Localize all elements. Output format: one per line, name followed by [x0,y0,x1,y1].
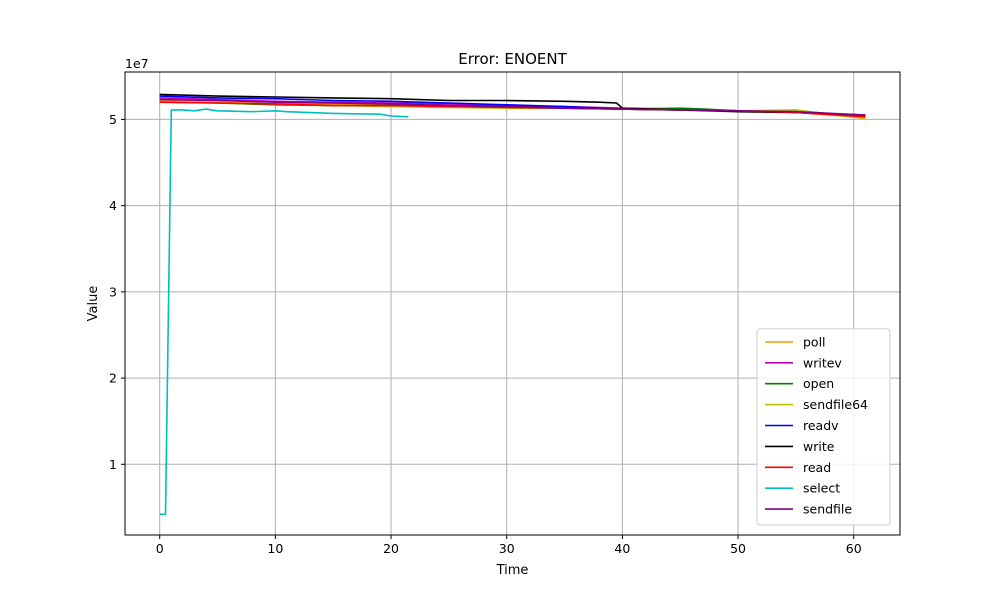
x-axis-label: Time [496,563,529,578]
y-axis-scale-label: 1e7 [125,56,149,71]
legend-box [756,328,891,526]
x-tick-label: 0 [156,541,164,556]
x-tick-label: 20 [383,541,399,556]
series-layer [159,93,866,516]
x-tick-label: 10 [267,541,283,556]
y-axis-ticks: 1 2 3 4 5 [109,112,125,472]
legend-label-write: write [803,439,835,454]
x-axis-ticks: 0 10 20 30 40 50 60 [156,535,862,556]
x-tick-label: 30 [499,541,515,556]
chart-title: Error: ENOENT [458,50,567,68]
legend-label-open: open [803,376,834,391]
y-tick-label: 3 [109,284,117,299]
y-axis-label: Value [86,286,101,322]
legend-label-select: select [803,481,840,496]
legend-label-writev: writev [803,355,842,370]
x-tick-label: 40 [614,541,630,556]
x-tick-label: 60 [846,541,862,556]
legend: poll writev open sendfile64 readv write read se… [756,328,891,526]
y-tick-label: 1 [109,457,117,472]
x-tick-label: 50 [730,541,746,556]
series-line-select [159,108,409,516]
legend-label-sendfile64: sendfile64 [803,397,868,412]
y-tick-label: 4 [109,198,117,213]
legend-label-read: read [803,460,831,475]
legend-label-readv: readv [803,418,839,433]
legend-label-poll: poll [803,334,826,349]
y-tick-label: 2 [109,371,117,386]
series-line-sendfile [159,98,866,116]
plot-frame [124,71,901,536]
legend-label-sendfile: sendfile [803,502,852,517]
grid [125,72,900,535]
y-tick-label: 5 [109,112,117,127]
